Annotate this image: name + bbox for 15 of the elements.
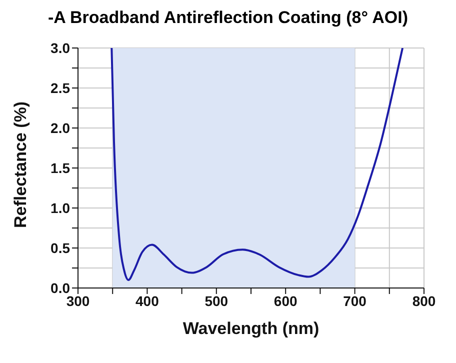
y-axis-title: Reflectance (%) bbox=[11, 101, 30, 228]
x-tick-label: 700 bbox=[343, 292, 367, 309]
x-tick-label: 400 bbox=[136, 292, 160, 309]
y-tick-label: 3.0 bbox=[50, 40, 70, 56]
x-tick-label: 600 bbox=[274, 292, 298, 309]
y-tick-label: 1.5 bbox=[50, 160, 70, 176]
x-axis-title: Wavelength (nm) bbox=[182, 319, 320, 338]
chart-title: -A Broadband Antireflection Coating (8° AOI) bbox=[46, 8, 409, 28]
y-tick-label: 2.5 bbox=[50, 80, 70, 96]
x-tick-label: 800 bbox=[412, 292, 436, 309]
y-tick-label: 2.0 bbox=[50, 120, 70, 136]
x-tick-label: 500 bbox=[204, 292, 228, 309]
y-tick-label: 1.0 bbox=[50, 200, 70, 216]
line-series bbox=[110, 48, 404, 281]
y-tick-label: 0.5 bbox=[50, 240, 70, 256]
